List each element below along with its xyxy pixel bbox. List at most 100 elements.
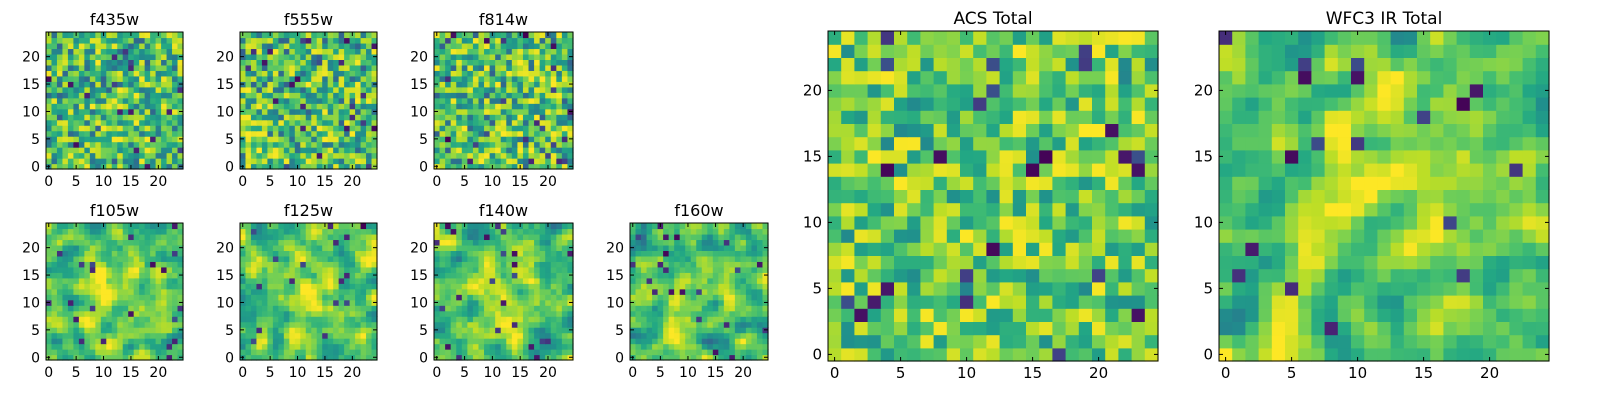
- heatmap-cell: [56, 244, 64, 251]
- heatmap-cell: [161, 327, 168, 334]
- heatmap-cell: [366, 283, 373, 290]
- heatmap-cell: [495, 354, 502, 361]
- heatmap-cell: [561, 125, 569, 132]
- heatmap-cell: [84, 250, 91, 257]
- heatmap-cell: [484, 70, 491, 77]
- heatmap-cell: [445, 349, 452, 356]
- heatmap-cell: [517, 141, 524, 148]
- heatmap-cell: [467, 272, 474, 279]
- heatmap-cell: [316, 327, 323, 334]
- heatmap-cell: [668, 305, 675, 312]
- heatmap-cell: [550, 255, 557, 262]
- heatmap-cell: [294, 288, 301, 295]
- heatmap-cells: [240, 32, 378, 170]
- heatmap-cell: [62, 288, 69, 295]
- heatmap-cell: [344, 97, 351, 104]
- heatmap-cell: [117, 272, 124, 279]
- heatmap-cell: [122, 136, 129, 143]
- heatmap-cell: [177, 32, 184, 39]
- heatmap-cell: [685, 233, 692, 241]
- heatmap-cell: [439, 288, 446, 295]
- heatmap-cell: [478, 114, 485, 121]
- heatmap-cell: [322, 92, 329, 99]
- heatmap-cell: [506, 158, 513, 165]
- heatmap-cell: [756, 288, 764, 295]
- heatmap-cell: [461, 332, 468, 339]
- heatmap-cell: [701, 327, 708, 334]
- heatmap-cell: [128, 42, 135, 50]
- heatmap-cell: [122, 92, 129, 99]
- heatmap-cell: [245, 305, 252, 312]
- heatmap-cell: [652, 321, 659, 328]
- heatmap-cell: [478, 147, 485, 154]
- heatmap-cell: [679, 316, 686, 323]
- heatmap-cell: [511, 86, 518, 93]
- heatmap-cell: [106, 310, 113, 317]
- heatmap-cell: [111, 233, 118, 241]
- heatmap-cell: [439, 343, 446, 350]
- heatmap-cell: [261, 130, 268, 137]
- heatmap-cell: [445, 136, 452, 143]
- y-tick-label: 10: [410, 104, 428, 120]
- heatmap-cell: [467, 310, 474, 317]
- heatmap-cell: [278, 321, 285, 328]
- heatmap-cell: [155, 316, 162, 323]
- y-tick-label: 5: [419, 323, 428, 339]
- heatmap-cell: [696, 294, 703, 301]
- heatmap-cell: [272, 239, 279, 246]
- heatmap-cell: [172, 92, 179, 99]
- heatmap-cell: [327, 147, 334, 154]
- heatmap-cell: [338, 103, 345, 110]
- heatmap-cell: [1065, 255, 1080, 270]
- heatmap-cell: [261, 299, 268, 306]
- heatmap-cell: [461, 294, 468, 301]
- heatmap-cell: [300, 321, 307, 328]
- heatmap-cell: [467, 316, 474, 323]
- heatmap-cell: [366, 103, 373, 110]
- heatmap-cell: [305, 81, 312, 88]
- heatmap-cell: [1144, 176, 1159, 190]
- heatmap-cell: [472, 147, 480, 154]
- heatmap-cell: [272, 37, 279, 44]
- heatmap-cell: [344, 64, 351, 71]
- heatmap-cell: [67, 239, 74, 246]
- heatmap-cell: [289, 299, 296, 306]
- heatmap-cell: [439, 244, 446, 251]
- heatmap-cell: [327, 125, 334, 132]
- heatmap-cell: [294, 283, 301, 290]
- heatmap-cell: [289, 223, 296, 230]
- heatmap-cell: [445, 316, 452, 323]
- heatmap-cell: [311, 32, 318, 39]
- heatmap-cell: [278, 223, 285, 230]
- heatmap-cell: [534, 327, 541, 334]
- heatmap-cell: [133, 338, 140, 345]
- heatmap-cell: [294, 103, 301, 110]
- heatmap-cell: [756, 321, 764, 328]
- heatmap-cell: [272, 250, 279, 257]
- heatmap-cell: [880, 189, 895, 204]
- heatmap-cell: [867, 163, 882, 177]
- heatmap-cell: [495, 86, 502, 93]
- heatmap-cell: [305, 244, 312, 251]
- heatmap-cell: [450, 343, 457, 350]
- heatmap-cell: [472, 316, 480, 323]
- heatmap-cell: [256, 288, 263, 295]
- heatmap-cell: [56, 147, 64, 154]
- heatmap-cell: [256, 125, 263, 132]
- heatmap-cell: [245, 103, 252, 110]
- heatmap-cell: [495, 233, 502, 241]
- heatmap-cell: [484, 343, 491, 350]
- heatmap-cell: [333, 283, 340, 290]
- heatmap-cell: [652, 233, 659, 241]
- heatmap-cell: [256, 228, 263, 235]
- heatmap-cell: [256, 266, 263, 273]
- heatmap-cell: [84, 283, 91, 290]
- heatmap-cell: [1131, 189, 1146, 204]
- heatmap-cell: [500, 343, 507, 350]
- heatmap-cell: [545, 294, 552, 301]
- heatmap-cell: [456, 250, 463, 257]
- axes-frame: [433, 31, 574, 170]
- heatmap-cell: [740, 343, 747, 350]
- heatmap-cell: [489, 130, 496, 137]
